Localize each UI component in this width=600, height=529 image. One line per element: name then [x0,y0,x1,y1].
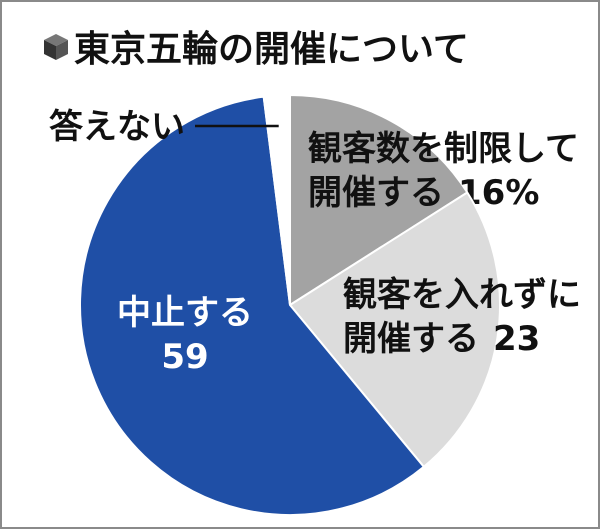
slice-label: 観客を入れずに開催する [343,275,581,359]
slice-label: 中止する [117,293,253,333]
pie-slice [262,93,291,306]
value-label: 59 [161,337,208,377]
chart-title: 東京五輪の開催について [74,28,469,70]
title-icon [44,34,68,60]
pie-slice [79,95,426,516]
slice-label: 観客数を制限して開催する [308,129,579,213]
value-label: 23 [493,319,540,359]
slice-label: 答えない [49,107,185,147]
pie-slice [289,93,469,307]
pie-slice [288,191,501,469]
